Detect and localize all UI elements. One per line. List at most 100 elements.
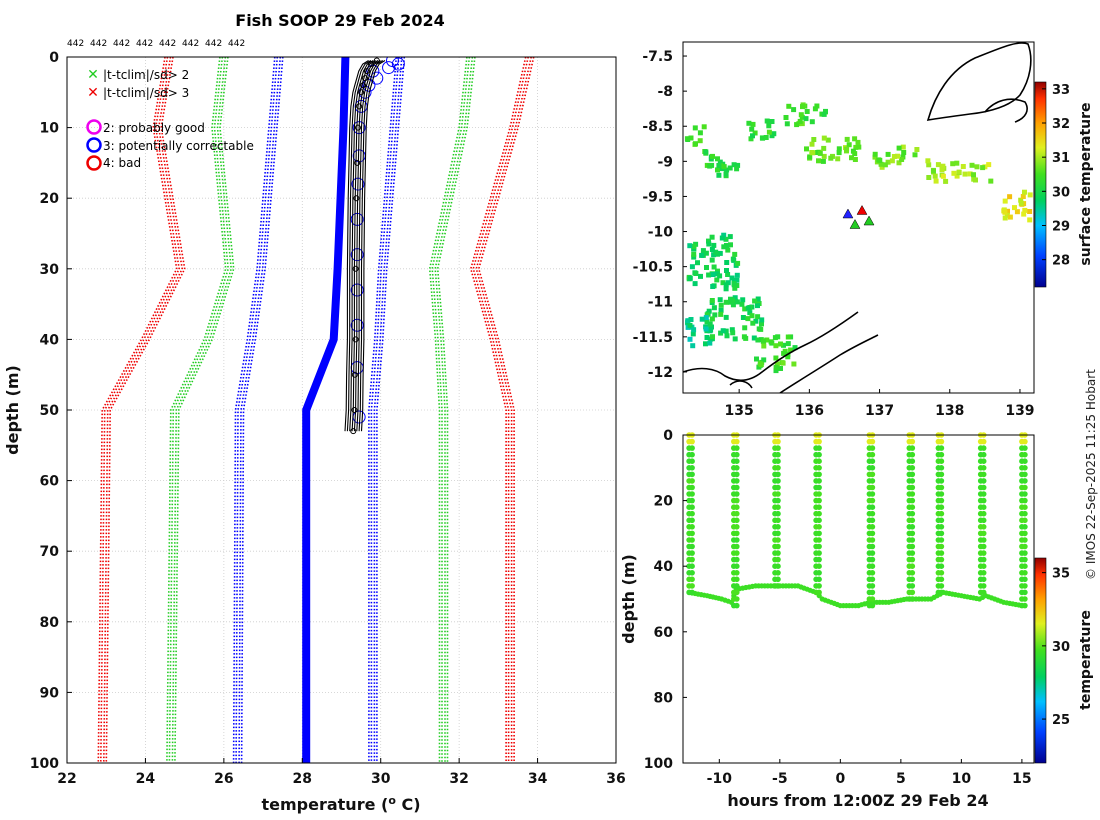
sst-pixel bbox=[754, 356, 759, 362]
sst-pixel bbox=[925, 158, 931, 164]
sst-pixel bbox=[723, 282, 729, 288]
cast-point bbox=[980, 510, 987, 517]
cast-point bbox=[775, 445, 781, 451]
cast-point bbox=[816, 445, 822, 451]
sst-pixel bbox=[704, 319, 710, 325]
sst-pixel bbox=[729, 327, 735, 333]
cast-point bbox=[1022, 451, 1028, 458]
legend-flag3-label: 3: potentially correctable bbox=[103, 139, 254, 153]
count-label: 442 bbox=[113, 39, 130, 49]
cast-point bbox=[980, 445, 987, 451]
x-tick-label: 36 bbox=[606, 771, 625, 787]
sst-pixel bbox=[718, 311, 724, 317]
map-y-tick-label: -10 bbox=[648, 225, 674, 241]
x-tick-label: 22 bbox=[57, 771, 76, 787]
sst-pixel bbox=[703, 315, 709, 321]
profile-line bbox=[358, 60, 383, 432]
cast-point bbox=[816, 537, 822, 543]
cast-point bbox=[938, 570, 945, 576]
cast-point bbox=[938, 458, 945, 465]
cast-point bbox=[734, 451, 740, 458]
cast-point bbox=[689, 484, 695, 491]
sst-pixel bbox=[773, 368, 779, 374]
profile-y-label: depth (m) bbox=[3, 365, 22, 455]
profile-point bbox=[350, 428, 357, 435]
cast-point bbox=[980, 556, 987, 563]
cast-point bbox=[938, 471, 945, 478]
cast-point bbox=[775, 497, 781, 504]
cast-point bbox=[816, 471, 822, 478]
circle-blue-icon bbox=[86, 137, 102, 153]
cast-point bbox=[869, 465, 876, 471]
sst-pixel bbox=[723, 171, 729, 177]
timeseries-y-ticks: 0 20 40 60 80 100 bbox=[644, 428, 687, 772]
ts-x-tick-label: 5 bbox=[896, 771, 906, 787]
sst-pixel bbox=[849, 155, 854, 161]
cast-point bbox=[909, 543, 916, 550]
sst-pixel bbox=[799, 114, 805, 120]
sst-pixel bbox=[712, 312, 718, 318]
map-y-tick-label: -9 bbox=[657, 154, 673, 170]
clim-line-mean+3sd bbox=[477, 57, 535, 763]
cast-point bbox=[980, 530, 987, 537]
coastline-south bbox=[683, 311, 859, 382]
cast-point bbox=[869, 583, 876, 589]
sst-pixel bbox=[690, 331, 696, 337]
sst-pixel bbox=[743, 335, 749, 341]
sst-pixel bbox=[740, 315, 746, 320]
sst-pixel bbox=[734, 277, 740, 283]
cast-point bbox=[1022, 602, 1028, 609]
sst-pixel bbox=[727, 165, 733, 171]
cast-point bbox=[734, 543, 740, 550]
clim-mean-line bbox=[302, 57, 350, 763]
clim-line-mean+3sd bbox=[472, 57, 529, 763]
sst-pixel bbox=[807, 154, 813, 160]
cast-point bbox=[734, 517, 740, 524]
profile-legend: ✕ |t-tclim|/sd> 2 ✕ |t-tclim|/sd> 3 2: p… bbox=[86, 67, 254, 171]
timeseries-axes-box bbox=[682, 434, 1035, 764]
sst-pixel bbox=[1020, 194, 1026, 199]
cast-point bbox=[869, 589, 876, 596]
map-sst-field bbox=[684, 102, 1033, 374]
sst-pixel bbox=[731, 281, 737, 287]
credit-text: © IMOS 22-Sep-2025 11:25 Hobart bbox=[1084, 369, 1098, 580]
sst-pixel bbox=[750, 133, 755, 139]
sst-pixel bbox=[691, 246, 697, 252]
map-y-tick-label: -11.5 bbox=[633, 330, 673, 346]
sst-pixel bbox=[740, 297, 746, 303]
sst-pixel bbox=[935, 162, 941, 168]
sst-pixel bbox=[704, 265, 709, 270]
sst-pixel bbox=[820, 158, 826, 164]
sst-pixel bbox=[687, 322, 693, 328]
sst-pixel bbox=[709, 324, 714, 330]
sst-pixel bbox=[710, 153, 715, 159]
ship-triangle bbox=[863, 215, 875, 226]
cast-point bbox=[689, 445, 695, 451]
sst-pixel bbox=[814, 103, 820, 109]
sst-pixel bbox=[1002, 209, 1008, 215]
cast-point bbox=[909, 537, 916, 543]
sst-pixel bbox=[706, 238, 711, 244]
sst-pixel bbox=[872, 154, 878, 160]
sst-pixel bbox=[724, 268, 729, 273]
cast-point bbox=[816, 517, 822, 524]
sst-pixel bbox=[821, 145, 827, 151]
coastline-south-2 bbox=[779, 334, 879, 393]
sst-pixel bbox=[717, 297, 723, 303]
cast-point bbox=[938, 550, 945, 556]
cast-point bbox=[1022, 471, 1028, 478]
sst-pixel bbox=[785, 334, 791, 340]
cast-point bbox=[734, 596, 740, 602]
sst-pixel bbox=[954, 173, 960, 179]
cast-point bbox=[869, 471, 876, 478]
cast-point bbox=[980, 517, 987, 524]
profile-point bbox=[363, 68, 370, 75]
cast-point bbox=[938, 524, 945, 530]
timeseries-colorbar-ticks: 25 30 35 bbox=[1042, 567, 1070, 728]
cast-point bbox=[734, 550, 740, 556]
map-colorbar bbox=[1034, 81, 1047, 288]
sst-pixel bbox=[729, 275, 735, 281]
cast-point bbox=[689, 465, 695, 471]
cast-point bbox=[980, 570, 987, 576]
sst-pixel bbox=[704, 335, 710, 340]
